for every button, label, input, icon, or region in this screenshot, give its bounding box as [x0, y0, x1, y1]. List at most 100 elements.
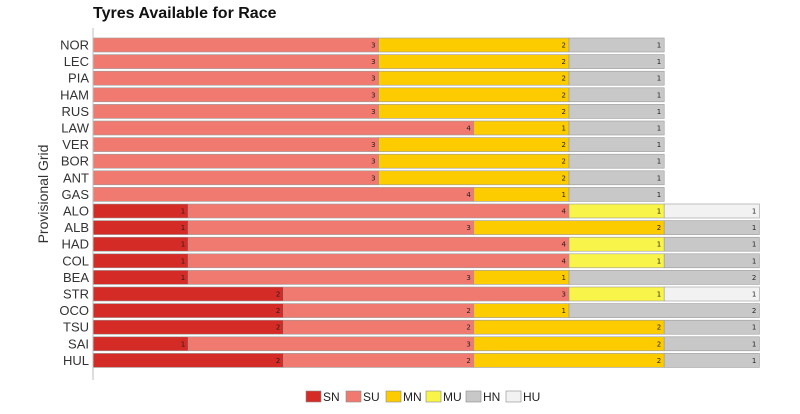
bar-segment-ver-su [92, 137, 379, 152]
bar-value-label: 1 [657, 42, 661, 50]
bar-segment-sai-su [187, 336, 475, 352]
bar-value-label: 3 [371, 108, 375, 116]
bar-value-label: 1 [752, 357, 756, 365]
y-tick-label: RUS [62, 104, 90, 119]
bar-value-label: 1 [181, 257, 185, 265]
bar-segment-alb-hn [663, 220, 760, 235]
bar-value-label: 1 [562, 307, 566, 315]
y-tick-label: BEA [63, 270, 89, 285]
bar-segment-law-su [92, 120, 475, 136]
bar-value-label: 2 [466, 324, 470, 332]
bar-segment-col-mu [568, 253, 665, 269]
bar-segment-alb-mn [473, 220, 665, 235]
y-axis-title: Provisional Grid [35, 145, 51, 244]
bar-segment-bea-mn [473, 270, 570, 285]
bar-value-label: 2 [562, 91, 566, 99]
legend-swatch-sn [305, 390, 322, 403]
bar-value-label: 2 [562, 75, 566, 83]
bars-layer: 3 2 1 3 2 1 3 2 1 3 2 1 3 2 1 4 1 1 3 2 1 3 2 1 3 2 1 4 1 1 1 4 1 1 1 3 2 1 1 4… [92, 37, 760, 368]
bar-value-label: 1 [657, 257, 661, 265]
bar-segment-had-sn [92, 236, 189, 252]
bar-value-label: 1 [181, 208, 185, 216]
y-tick-label: LEC [64, 54, 89, 69]
bar-segment-alo-mu [568, 203, 665, 219]
y-tick-label: VER [62, 137, 89, 152]
bar-value-label: 1 [752, 340, 756, 348]
bar-segment-lec-su [92, 54, 379, 69]
bar-value-label: 2 [276, 291, 280, 299]
bar-value-label: 1 [657, 191, 661, 199]
bar-segment-alb-su [187, 220, 475, 235]
bar-value-label: 1 [181, 241, 185, 249]
bar-value-label: 3 [562, 291, 566, 299]
bar-value-label: 3 [371, 158, 375, 166]
bar-value-label: 2 [657, 340, 661, 348]
bar-value-label: 2 [466, 307, 470, 315]
bar-segment-rus-hn [568, 104, 665, 119]
bar-segment-oco-sn [92, 303, 284, 318]
bar-segment-str-mu [568, 286, 665, 302]
bar-value-label: 2 [562, 174, 566, 182]
bar-segment-bea-sn [92, 270, 189, 285]
bar-value-label: 1 [657, 58, 661, 66]
bar-value-label: 2 [752, 307, 756, 315]
y-tick-label: STR [63, 287, 89, 302]
bar-segment-gas-mn [473, 187, 570, 202]
bar-value-label: 3 [371, 91, 375, 99]
bar-segment-alb-sn [92, 220, 189, 235]
bar-value-label: 1 [657, 75, 661, 83]
y-tick-label: PIA [68, 71, 89, 86]
bar-segment-ham-hn [568, 87, 665, 103]
bar-value-label: 1 [657, 208, 661, 216]
bar-value-label: 3 [466, 340, 470, 348]
bar-value-label: 1 [752, 257, 756, 265]
bar-value-label: 1 [657, 291, 661, 299]
bar-segment-tsu-su [283, 319, 475, 335]
bar-segment-ham-su [92, 87, 379, 103]
bar-segment-ant-su [92, 170, 379, 186]
y-tick-label: SAI [68, 336, 89, 351]
bar-segment-tsu-mn [473, 319, 665, 335]
bar-value-label: 4 [466, 125, 471, 133]
bar-value-label: 4 [562, 208, 567, 216]
bar-segment-lec-hn [568, 54, 665, 69]
bar-value-label: 3 [466, 274, 470, 282]
bar-value-label: 1 [657, 241, 661, 249]
y-tick-label: NOR [60, 38, 89, 53]
y-tick-label: BOR [61, 154, 89, 169]
bar-segment-ver-hn [568, 137, 665, 152]
y-tick-label: LAW [61, 121, 89, 136]
bar-segment-pia-mn [378, 70, 570, 86]
bar-segment-ver-mn [378, 137, 570, 152]
bar-segment-ant-hn [568, 170, 665, 186]
bar-segment-rus-mn [378, 104, 570, 119]
bar-value-label: 4 [466, 191, 471, 199]
bar-segment-nor-su [92, 37, 379, 53]
legend-label-sn: SN [323, 390, 340, 404]
bar-value-label: 2 [276, 357, 280, 365]
bar-segment-sai-mn [473, 336, 665, 352]
legend-label-hu: HU [523, 390, 540, 404]
legend-swatch-hu [505, 390, 522, 403]
bar-segment-alo-su [187, 203, 570, 219]
bar-value-label: 2 [562, 158, 566, 166]
bar-segment-hul-su [283, 353, 475, 368]
bar-segment-col-su [187, 253, 570, 269]
bar-value-label: 1 [657, 141, 661, 149]
bar-value-label: 1 [181, 224, 185, 232]
y-tick-label: COL [62, 253, 89, 268]
bar-value-label: 2 [466, 357, 470, 365]
bar-value-label: 4 [562, 241, 567, 249]
chart-title: Tyres Available for Race [93, 5, 277, 22]
bar-value-label: 3 [371, 42, 375, 50]
bar-value-label: 1 [752, 224, 756, 232]
bar-segment-tsu-hn [663, 319, 760, 335]
legend-label-mu: MU [443, 390, 462, 404]
bar-value-label: 2 [276, 307, 280, 315]
bar-segment-oco-mn [473, 303, 570, 318]
bar-segment-pia-hn [568, 70, 665, 86]
bar-segment-bor-mn [378, 153, 570, 169]
bar-value-label: 3 [371, 75, 375, 83]
bar-segment-bor-hn [568, 153, 665, 169]
